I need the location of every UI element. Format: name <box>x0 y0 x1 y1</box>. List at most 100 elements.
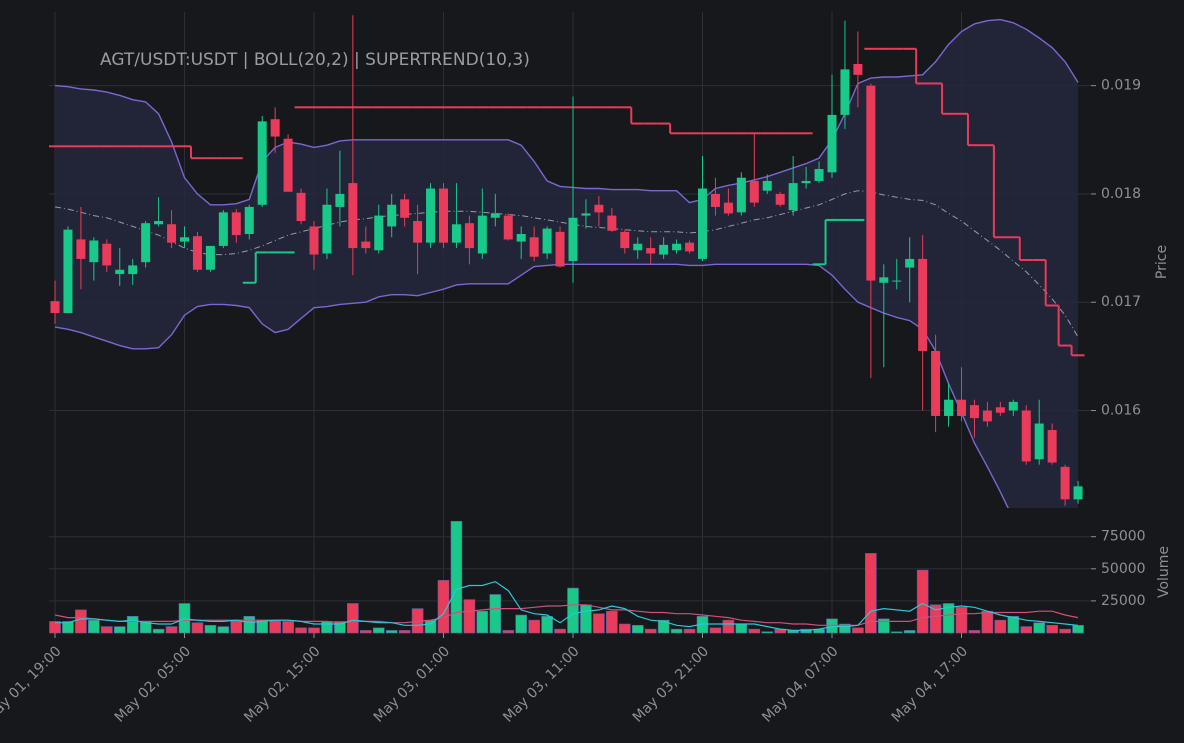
volume-bar <box>567 587 579 634</box>
candle-body <box>477 215 487 254</box>
candle-body <box>141 223 151 263</box>
volume-bar <box>502 630 515 634</box>
volume-ma <box>54 604 1079 626</box>
candle-body <box>89 240 99 263</box>
volume-bar <box>515 614 528 634</box>
candle-body <box>1047 430 1057 463</box>
y-axis-label: Volume <box>1156 546 1172 598</box>
candle-body <box>76 239 86 259</box>
volume-bar <box>903 630 916 634</box>
volume-bar <box>1059 628 1071 634</box>
bollinger-band <box>54 18 1079 206</box>
volume-bar <box>593 613 605 634</box>
volume-bar <box>683 628 696 634</box>
candle-body <box>698 188 707 259</box>
volume-bar <box>126 616 139 634</box>
candle-body <box>348 183 358 249</box>
candle-body <box>244 206 254 235</box>
candle-body <box>685 242 695 252</box>
candle-body <box>529 237 539 257</box>
volume-bar <box>631 624 644 634</box>
candle-body <box>309 226 319 255</box>
candle-body <box>322 204 332 254</box>
volume-bar <box>321 621 333 634</box>
volume-bar <box>541 616 553 634</box>
candle-body <box>270 119 280 137</box>
candle-body <box>1073 486 1083 500</box>
candle-body <box>400 199 410 218</box>
volume-bar <box>282 621 294 634</box>
candle-body <box>659 244 669 255</box>
candle-body <box>633 243 643 251</box>
volume-bar <box>670 628 683 634</box>
candle-body <box>788 183 798 211</box>
candle-body <box>167 224 177 243</box>
volume-bar <box>865 553 877 634</box>
volume-bar <box>217 626 230 634</box>
candle-body <box>1021 410 1031 462</box>
volume-bar <box>476 610 489 634</box>
candle-body <box>296 192 306 222</box>
candle-body <box>516 234 526 242</box>
candle-body <box>594 204 604 213</box>
candle-body <box>180 237 189 242</box>
candle-body <box>969 405 979 419</box>
volume-bar <box>722 619 735 634</box>
y-tick-label: 25000 <box>1101 593 1146 609</box>
volume-bar <box>230 619 243 634</box>
volume-bar <box>347 603 359 634</box>
volume-bar <box>204 624 217 634</box>
volume-bar <box>463 599 476 634</box>
candle-body <box>413 221 423 243</box>
candle-body <box>1008 401 1018 411</box>
volume-bar <box>295 627 307 634</box>
candle-body <box>387 204 397 227</box>
candle-body <box>335 193 345 207</box>
y-tick-label: 0.019 <box>1101 78 1141 94</box>
volume-bar <box>101 626 113 634</box>
candle-body <box>840 69 850 115</box>
volume-bar <box>113 626 126 634</box>
candle-body <box>905 258 915 268</box>
y-tick-label: 0.016 <box>1101 403 1141 419</box>
y-axis-label: Price <box>1154 245 1170 279</box>
volume-bar <box>359 630 372 634</box>
volume-bar <box>761 631 774 634</box>
candle-body <box>672 243 682 251</box>
volume-bar <box>489 594 502 634</box>
volume-bar <box>62 621 74 634</box>
candle-body <box>814 169 824 181</box>
candle-body <box>581 213 591 216</box>
candle-body <box>749 180 759 203</box>
volume-bar <box>839 623 851 634</box>
candle-body <box>931 350 941 416</box>
bollinger-mid <box>54 190 1079 338</box>
volume-bar <box>981 610 994 634</box>
y-tick-label: 0.017 <box>1101 294 1141 310</box>
candle-body <box>736 177 746 213</box>
candle-body <box>63 229 73 314</box>
volume-bar <box>308 627 320 634</box>
volume-bar <box>606 610 618 634</box>
volume-bar <box>735 623 748 634</box>
candle-body <box>1060 466 1070 500</box>
volume-bar <box>852 627 864 634</box>
volume-bar <box>968 630 981 634</box>
chart-title: AGT/USDT:USDT | BOLL(20,2) | SUPERTREND(… <box>100 50 530 70</box>
candle-body <box>775 193 785 205</box>
volume-bar <box>269 619 281 634</box>
candle-body <box>115 269 125 275</box>
volume-bar <box>929 604 942 634</box>
volume-bar <box>644 628 657 634</box>
volume-bar <box>877 618 890 634</box>
y-tick-label: 50000 <box>1101 561 1146 577</box>
candle-body <box>762 180 772 191</box>
candle-body <box>982 410 992 422</box>
candle-body <box>944 399 954 416</box>
volume-bar <box>178 603 191 634</box>
candle-body <box>490 213 500 218</box>
volume-bar <box>1046 624 1058 634</box>
candle-body <box>801 180 811 184</box>
candle-body <box>50 301 60 314</box>
